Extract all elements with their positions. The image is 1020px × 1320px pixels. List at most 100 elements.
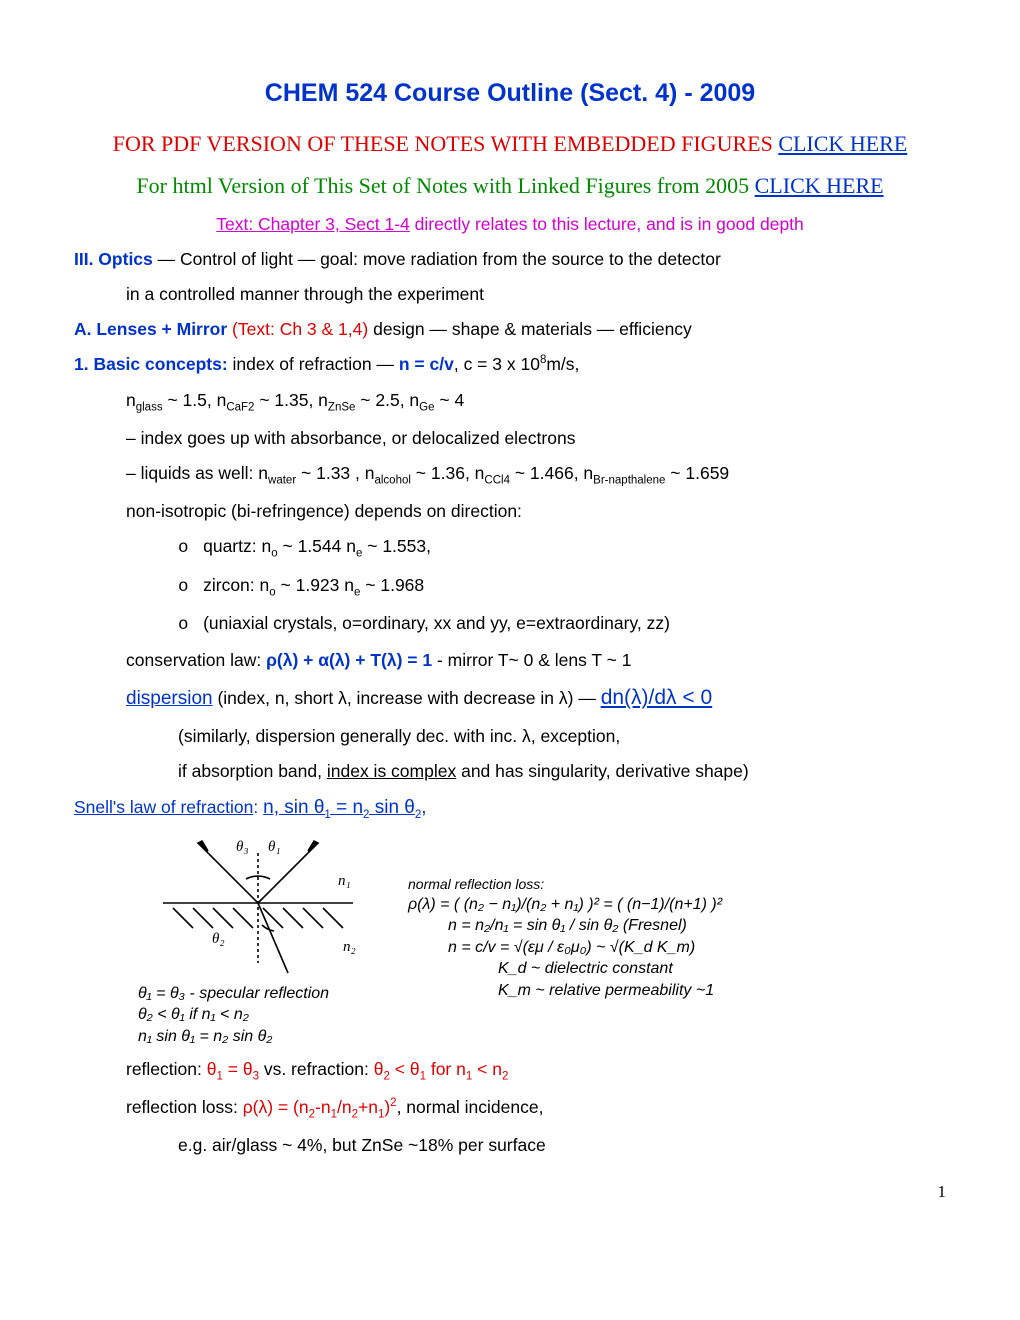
refl-a: reflection: (126, 1059, 207, 1079)
quartz-b: ~ 1.544 n (278, 536, 356, 556)
dispersion-par1: (similarly, dispersion generally dec. wi… (74, 723, 946, 750)
hand-right-5: K_m ~ relative permeability ~1 (408, 980, 722, 1002)
disp-mid: (index, n, short λ, increase with decrea… (213, 688, 601, 708)
zircon-bullet: o zircon: no ~ 1.923 ne ~ 1.968 (74, 572, 946, 602)
cons-formula: ρ(λ) + α(λ) + T(λ) = 1 (266, 650, 432, 670)
uniaxial-bullet: o (uniaxial crystals, o=ordinary, xx and… (74, 610, 946, 639)
text-ref-line: Text: Chapter 3, Sect 1-4 directly relat… (74, 211, 946, 238)
dispersion-formula-link[interactable]: dn(λ)/dλ < 0 (601, 686, 712, 709)
page-title: CHEM 524 Course Outline (Sect. 4) - 2009 (74, 74, 946, 113)
idx-znse: ~ 2.5, n (355, 390, 419, 410)
liq-alc: ~ 1.36, n (411, 463, 484, 483)
hand-right-2: n = n₂/n₁ = sin θ₁ / sin θ₂ (Fresnel) (408, 915, 722, 937)
cons-b: - mirror T~ 0 & lens T ~ 1 (432, 650, 631, 670)
zircon-b: ~ 1.923 n (276, 575, 354, 595)
noniso-line: non-isotropic (bi-refringence) depends o… (74, 498, 946, 525)
liq-water: ~ 1.33 , n (296, 463, 374, 483)
text-ref-suffix: directly relates to this lecture, and is… (410, 214, 804, 234)
lenses-label: A. Lenses + Mirror (74, 319, 227, 339)
eg-line: e.g. air/glass ~ 4%, but ZnSe ~18% per s… (74, 1132, 946, 1159)
svg-text:θ₃: θ₃ (236, 839, 249, 855)
page-number: 1 (74, 1179, 946, 1205)
html-prefix: For html Version of This Set of Notes wi… (136, 173, 754, 198)
dispersion-link[interactable]: dispersion (126, 688, 213, 709)
html-version-line: For html Version of This Set of Notes wi… (74, 169, 946, 203)
refl-c: vs. refraction: (259, 1059, 374, 1079)
handwritten-diagram-row: θ₃ θ₁ n₁ θ₂ n₂ θ₁ = θ₃ - specular reflec… (138, 833, 946, 1048)
sub-znse: ZnSe (328, 401, 356, 413)
sub-ge: Ge (419, 401, 434, 413)
concepts-heading: 1. Basic concepts: index of refraction —… (74, 351, 946, 378)
sub-glass: glass (136, 401, 163, 413)
quartz-a: quartz: n (203, 536, 271, 556)
snell-colon: : (253, 797, 263, 817)
liquids-line: – liquids as well: nwater ~ 1.33 , nalco… (74, 460, 946, 490)
n-symbol: n (126, 390, 136, 410)
lenses-rest: design — shape & materials — efficiency (368, 319, 692, 339)
hand-right-top: normal reflection loss: (408, 875, 722, 894)
reflloss-red: ρ(λ) = (n2-n1/n2+n1)2 (243, 1097, 397, 1117)
zircon-a: zircon: n (203, 575, 269, 595)
svg-text:θ₂: θ₂ (212, 931, 225, 947)
cons-a: conservation law: (126, 650, 266, 670)
liq-ccl4: ~ 1.466, n (510, 463, 593, 483)
quartz-c: ~ 1.553, (362, 536, 431, 556)
conservation-line: conservation law: ρ(λ) + α(λ) + T(λ) = 1… (74, 647, 946, 674)
concepts-rest-b: , c = 3 x 10 (454, 354, 540, 374)
hand-right-block: normal reflection loss: ρ(λ) = ( (n₂ − n… (408, 833, 722, 1048)
liq-br: ~ 1.659 (665, 463, 729, 483)
html-link[interactable]: CLICK HERE (755, 173, 884, 198)
refl-red: θ1 = θ3 (207, 1059, 259, 1079)
sub-ccl4: CCl4 (484, 475, 510, 487)
concepts-formula: n = c/v (399, 354, 454, 374)
idx-glass: ~ 1.5, n (163, 390, 227, 410)
snell-line: Snell's law of refraction: n, sin θ1 = n… (74, 793, 946, 825)
optics-line2: in a controlled manner through the exper… (74, 281, 946, 308)
hand-left-1: θ₁ = θ₃ - specular reflection (138, 983, 378, 1005)
lenses-heading: A. Lenses + Mirror (Text: Ch 3 & 1,4) de… (74, 316, 946, 343)
optics-rest: — Control of light — goal: move radiatio… (153, 249, 721, 269)
concepts-label: 1. Basic concepts: (74, 354, 228, 374)
snell-link[interactable]: Snell's law of refraction (74, 797, 253, 817)
pdf-version-line: FOR PDF VERSION OF THESE NOTES WITH EMBE… (74, 127, 946, 161)
idx-caf2: ~ 1.35, n (254, 390, 327, 410)
concepts-rest-c: m/s, (546, 354, 579, 374)
idx-ge: ~ 4 (435, 390, 465, 410)
refraction-diagram: θ₃ θ₁ n₁ θ₂ n₂ θ₁ = θ₃ - specular reflec… (138, 833, 378, 1048)
svg-text:n₂: n₂ (343, 939, 356, 955)
reflection-line: reflection: θ1 = θ3 vs. refraction: θ2 <… (74, 1056, 946, 1086)
optics-label: III. Optics (74, 249, 153, 269)
refraction-svg: θ₃ θ₁ n₁ θ₂ n₂ (138, 833, 378, 983)
reflloss-a: reflection loss: (126, 1097, 243, 1117)
bullet-o-1: o (178, 538, 189, 558)
uniaxial-text: (uniaxial crystals, o=ordinary, xx and y… (203, 613, 670, 633)
concepts-rest-a: index of refraction — (228, 354, 399, 374)
disp-par2-a: if absorption band, (178, 761, 327, 781)
absorbance-line: – index goes up with absorbance, or delo… (74, 425, 946, 452)
text-ref-link[interactable]: Text: Chapter 3, Sect 1-4 (216, 214, 410, 234)
liq-a: – liquids as well: n (126, 463, 268, 483)
indices-line: nglass ~ 1.5, nCaF2 ~ 1.35, nZnSe ~ 2.5,… (74, 387, 946, 417)
hand-left-2: θ₂ < θ₁ if n₁ < n₂ (138, 1004, 378, 1026)
pdf-link[interactable]: CLICK HERE (778, 131, 907, 156)
hand-right-4: K_d ~ dielectric constant (408, 958, 722, 980)
bullet-o-2: o (178, 577, 189, 597)
refrac-red: θ2 < θ1 for n1 < n2 (374, 1059, 509, 1079)
dispersion-line: dispersion (index, n, short λ, increase … (74, 682, 946, 715)
pdf-prefix: FOR PDF VERSION OF THESE NOTES WITH EMBE… (113, 131, 779, 156)
svg-text:n₁: n₁ (338, 873, 351, 889)
hand-right-3: n = c/v = √(εμ / ε₀μ₀) ~ √(K_d K_m) (408, 937, 722, 959)
quartz-bullet: o quartz: no ~ 1.544 ne ~ 1.553, (74, 533, 946, 563)
zircon-c: ~ 1.968 (360, 575, 424, 595)
lenses-ref: (Text: Ch 3 & 1,4) (227, 319, 368, 339)
disp-par2-u: index is complex (327, 761, 456, 781)
snell-formula: n, sin θ1 = n2 sin θ2, (263, 797, 426, 818)
sub-water: water (268, 475, 296, 487)
bullet-o-3: o (178, 615, 189, 635)
dispersion-par2: if absorption band, index is complex and… (74, 758, 946, 785)
disp-par2-b: and has singularity, derivative shape) (456, 761, 748, 781)
sub-caf2: CaF2 (226, 401, 254, 413)
reflection-loss-line: reflection loss: ρ(λ) = (n2-n1/n2+n1)2, … (74, 1094, 946, 1124)
hand-left-3: n₁ sin θ₁ = n₂ sin θ₂ (138, 1026, 378, 1048)
sub-br: Br-napthalene (593, 475, 665, 487)
